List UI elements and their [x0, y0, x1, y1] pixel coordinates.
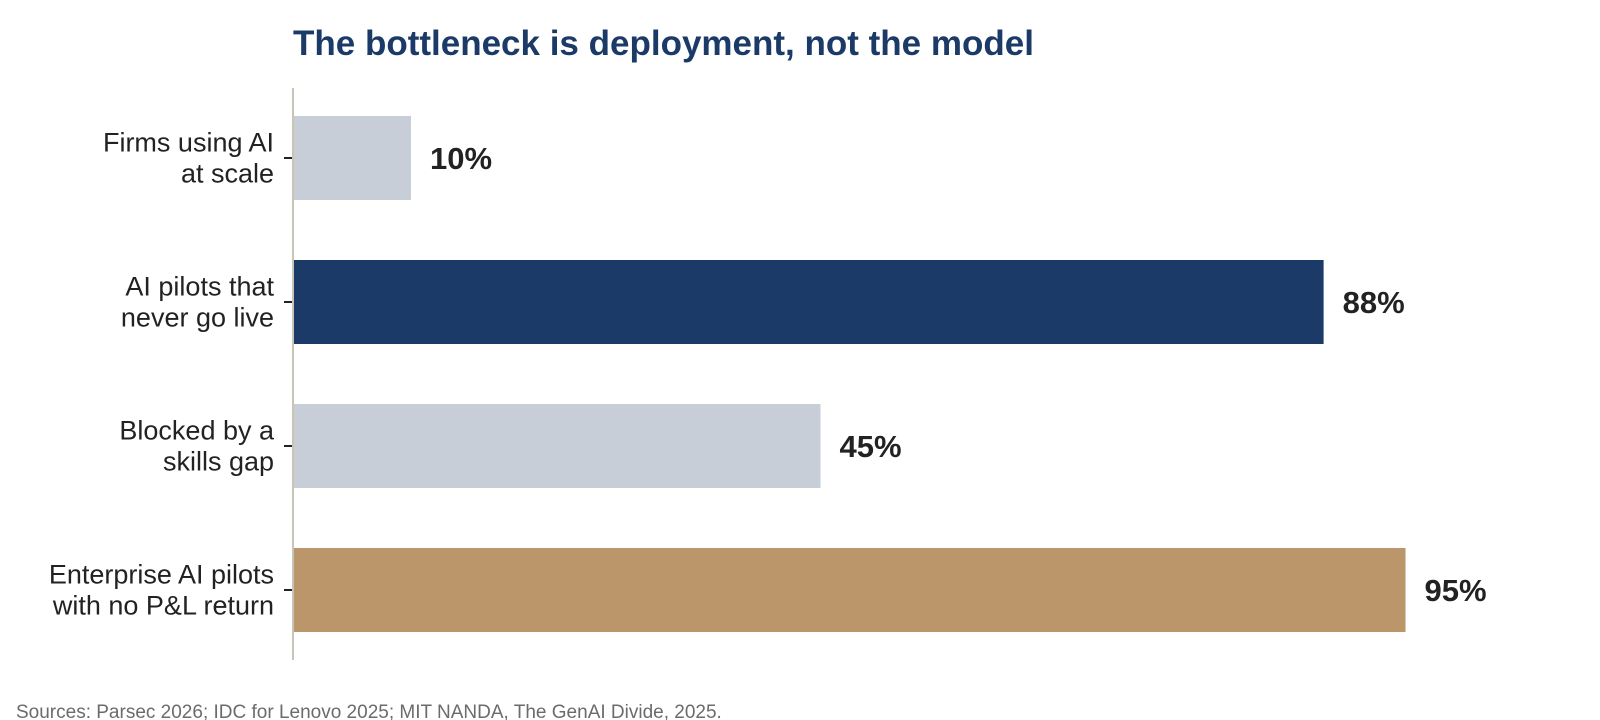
category-label-2-line-1: skills gap: [163, 447, 274, 477]
bar-2: [294, 404, 821, 488]
category-label-0: Firms using AI at scale: [103, 128, 274, 189]
chart-title: The bottleneck is deployment, not the mo…: [293, 24, 1034, 63]
bar-3: [294, 548, 1406, 632]
category-label-1-line-0: AI pilots that: [125, 272, 274, 302]
value-label-0: 10%: [430, 141, 492, 176]
value-label-3: 95%: [1425, 573, 1487, 608]
value-label-2: 45%: [840, 429, 902, 464]
bar-1: [294, 260, 1324, 344]
bars-layer: Firms using AI at scale 10% AI pilots that n…: [49, 116, 1487, 632]
source-note: Sources: Parsec 2026; IDC for Lenovo 202…: [16, 702, 722, 720]
category-label-2-line-0: Blocked by a: [119, 416, 275, 446]
category-label-1: AI pilots that never go live: [121, 272, 275, 333]
category-label-1-line-1: never go live: [121, 303, 274, 333]
category-label-3: Enterprise AI pilots with no P&L return: [49, 560, 274, 621]
category-label-0-line-0: Firms using AI: [103, 128, 274, 158]
bar-0: [294, 116, 411, 200]
category-label-3-line-0: Enterprise AI pilots: [49, 560, 274, 590]
category-label-3-line-1: with no P&L return: [52, 591, 274, 621]
value-label-1: 88%: [1343, 285, 1405, 320]
category-label-2: Blocked by a skills gap: [119, 416, 275, 477]
category-label-0-line-1: at scale: [181, 159, 274, 189]
